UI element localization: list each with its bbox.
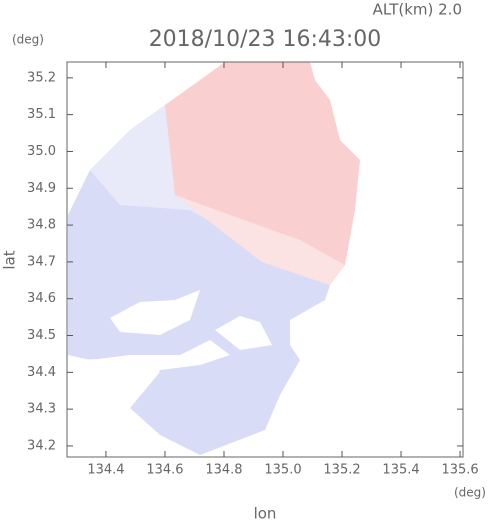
x-tick-label: 135.6 [441, 463, 478, 478]
y-tick-label: 34.6 [27, 291, 56, 306]
x-tick-label: 135.0 [264, 463, 301, 478]
x-tick-label: 135.4 [382, 463, 419, 478]
x-tick-label: 134.8 [205, 463, 242, 478]
y-tick-label: 34.7 [27, 254, 56, 269]
y-tick-label: 34.5 [27, 328, 56, 343]
y-tick-label: 34.8 [27, 218, 56, 233]
x-tick-label: 134.4 [87, 463, 124, 478]
y-axis-label: lat [1, 250, 19, 269]
x-tick-label: 135.2 [323, 463, 360, 478]
chart-title: 2018/10/23 16:43:00 [149, 27, 382, 52]
y-tick-label: 34.9 [27, 181, 56, 196]
x-unit: (deg) [454, 486, 486, 500]
weak-region [90, 105, 320, 280]
y-tick-label: 34.2 [27, 438, 56, 453]
weak-positive-region [175, 195, 345, 285]
plot-frame [66, 61, 464, 458]
velocity-field [68, 62, 360, 455]
y-tick-label: 35.0 [27, 144, 56, 159]
no-echo [215, 316, 272, 350]
no-echo [68, 358, 160, 408]
x-axis-label: lon [254, 505, 277, 521]
positive-region [165, 62, 360, 285]
y-tick-label: 34.4 [27, 365, 56, 380]
no-echo [110, 290, 200, 335]
altitude-label: ALT(km) 2.0 [373, 1, 462, 19]
y-tick-label: 35.1 [27, 107, 56, 122]
y-tick-label: 34.3 [27, 402, 56, 417]
y-unit: (deg) [12, 33, 44, 47]
y-tick-label: 35.2 [27, 70, 56, 85]
x-tick-label: 134.6 [146, 463, 183, 478]
